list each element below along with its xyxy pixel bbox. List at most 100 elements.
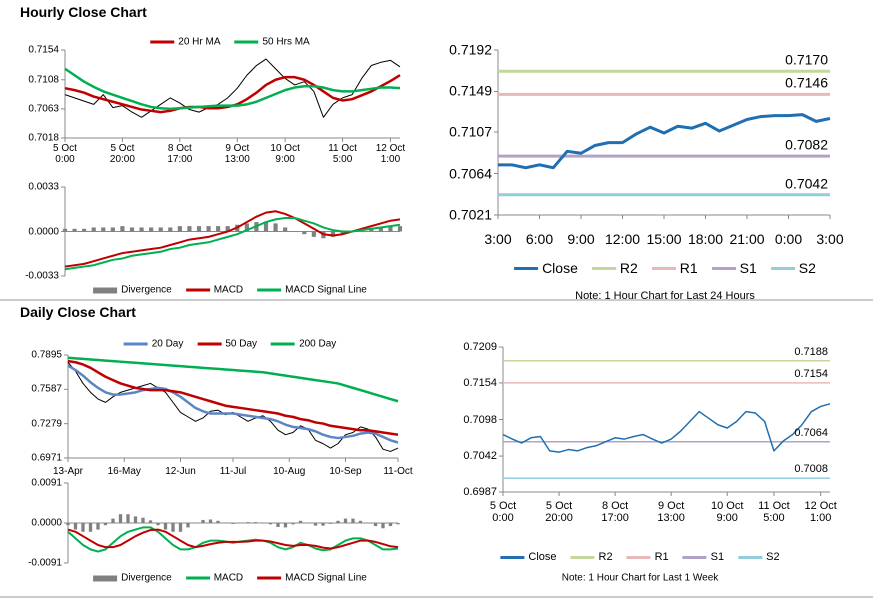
x-tick-label: 5 Oct 20:00 [109,143,135,165]
divergence-bar [283,523,288,528]
y-tick-label: 0.7154 [28,44,59,56]
divergence-bar [292,231,297,232]
x-tick-label: 13-Apr [52,466,84,477]
legend-item: Divergence [93,573,172,584]
x-tick-label: 11-Jul [219,466,247,477]
divergence-bar [261,523,265,524]
legend-label: Divergence [121,572,172,584]
divergence-bar [133,516,138,523]
legend-item: 200 Day [271,339,336,350]
divergence-bar [388,523,393,527]
legend-swatch [234,40,259,44]
level-label: 0.7008 [794,463,828,476]
divergence-bar [177,226,182,232]
y-tick-label: 0.7108 [28,74,59,86]
legend-label: 50 Hrs MA [262,36,310,48]
divergence-bar [126,514,130,523]
x-tick-label: 6:00 [525,231,554,247]
legend-swatch [271,342,296,346]
y-tick-label: 0.7209 [463,340,497,353]
divergence-bar [358,520,363,523]
legend-swatch [150,40,175,44]
divergence-bar [208,519,213,523]
x-tick-label: 11 Oct 5:00 [758,500,790,525]
legend-label: S1 [710,551,725,563]
legend: 20 Hr MA 50 Hrs MA [150,36,310,48]
divergence-bar [120,226,125,232]
legend-label: 20 Day [151,338,184,350]
y-tick-label: 0.0033 [28,181,59,193]
legend-swatch [591,266,616,270]
legend-label: S1 [739,260,757,276]
y-tick-label: 0.7042 [463,450,497,463]
divergence-bar [111,518,115,523]
divergence-bar [101,227,106,232]
divergence-bar [193,523,198,524]
series-line [498,113,831,170]
x-tick-label: 12 Oct 1:00 [375,143,406,165]
legend-item: 20 Hr MA [150,37,221,48]
y-tick-label: 0.7018 [28,132,59,144]
level-label: 0.7146 [785,74,828,91]
legend-label: R2 [598,551,613,563]
y-tick-label: 0.7098 [463,413,497,426]
note: Note: 1 Hour Chart for Last 24 Hours [575,289,755,302]
divergence-bar [291,523,295,525]
y-tick-label: 0.6971 [31,452,62,464]
legend-item: R2 [570,551,613,563]
legend-item: S2 [738,551,780,563]
divergence-bar [178,523,183,532]
divergence-bar [302,231,307,235]
divergence-bar [246,522,250,523]
legend-swatch [770,266,795,270]
x-tick-label: 8 Oct 17:00 [601,500,629,525]
divergence-bar [283,227,288,232]
level-label: 0.7170 [785,51,828,68]
divergence-bar [369,228,374,232]
divergence-bar [66,523,70,526]
legend-item: MACD Signal Line [257,285,367,296]
legend-item: S1 [711,260,757,276]
divergence-bar [118,514,123,523]
divergence-bar [62,228,68,232]
divergence-bar [139,227,144,232]
x-tick-label: 10-Aug [273,466,306,477]
divergence-bar [91,227,96,232]
y-tick-label: 0.7895 [31,349,62,361]
series-line [67,528,399,550]
legend-swatch [711,266,736,270]
divergence-bar [328,523,333,524]
divergence-bar [396,523,400,525]
x-tick-label: 5 Oct 20:00 [545,500,573,525]
legend-swatch [197,342,222,346]
series-line [67,356,399,403]
divergence-bar [273,223,278,232]
y-tick-label: 0.0000 [31,517,62,529]
divergence-bar [88,523,93,532]
y-tick-label: 0.7279 [31,418,62,430]
divergence-bar [311,231,316,237]
legend-item: MACD [185,573,243,584]
x-tick-label: 15:00 [646,231,682,247]
divergence-bar [268,523,273,525]
legend-label: MACD Signal Line [285,572,367,584]
x-tick-label: 0:00 [774,231,803,247]
divergence-bar [168,227,173,232]
divergence-bar [163,523,168,530]
legend-swatch [738,555,763,559]
divergence-bar [340,231,345,235]
note: Note: 1 Hour Chart for Last 1 Week [561,572,719,584]
legend-label: MACD [213,284,244,296]
legend: Close R2 R1 S1 S2 [514,260,816,276]
divergence-bar [306,523,310,524]
legend-swatch [651,266,676,270]
legend-item: 50 Hrs MA [234,36,310,48]
divergence-bar [366,523,370,524]
legend-label: 50 Day [225,338,258,350]
x-tick-label: 5 Oct 0:00 [53,143,77,165]
divergence-bar [223,522,228,524]
level-label: 0.7064 [794,426,828,439]
legend-swatch [500,555,525,559]
legend-item: R1 [626,551,669,563]
